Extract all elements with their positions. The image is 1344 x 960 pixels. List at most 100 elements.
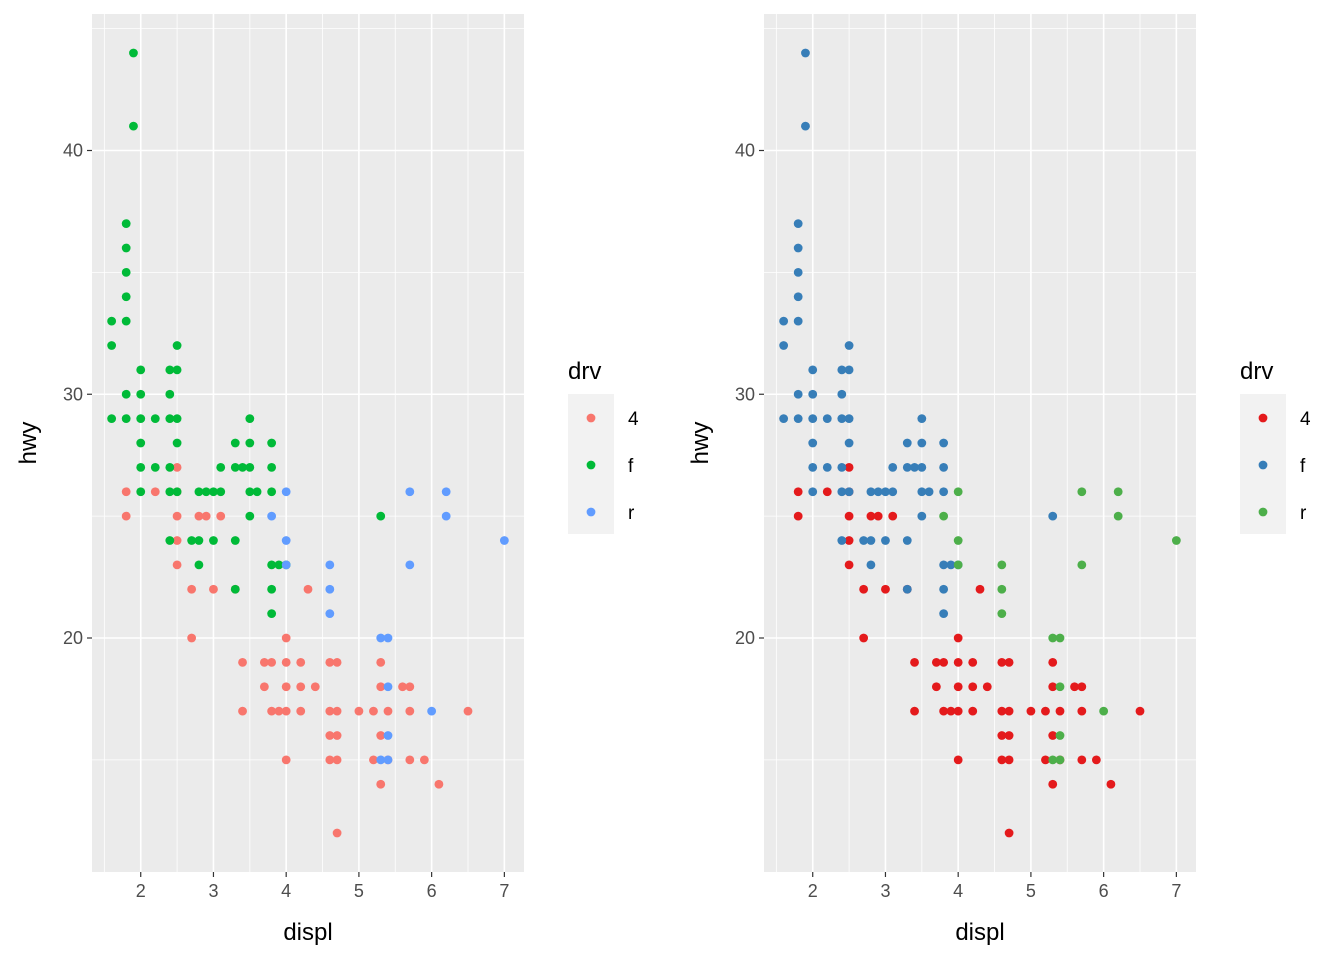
data-point-r	[325, 560, 335, 570]
data-point-f	[837, 389, 847, 399]
data-point-4	[953, 755, 963, 765]
data-point-f	[274, 560, 284, 570]
data-point-f	[216, 462, 226, 472]
data-point-4	[405, 706, 415, 716]
data-point-f	[267, 487, 277, 497]
data-point-f	[808, 438, 818, 448]
y-tick-label: 30	[735, 384, 755, 404]
data-point-f	[866, 487, 876, 497]
data-point-4	[121, 511, 131, 521]
data-point-4	[332, 755, 342, 765]
data-point-f	[902, 438, 912, 448]
data-point-r	[953, 487, 963, 497]
data-point-f	[1048, 511, 1058, 521]
data-point-f	[939, 584, 949, 594]
data-point-f	[238, 462, 247, 472]
data-point-4	[939, 657, 949, 667]
data-point-4	[1004, 657, 1014, 667]
data-point-f	[837, 487, 847, 497]
data-point-4	[1004, 828, 1014, 838]
data-point-f	[121, 316, 131, 326]
data-point-4	[997, 731, 1007, 740]
data-point-f	[267, 560, 277, 570]
data-point-4	[953, 633, 963, 643]
data-point-4	[946, 706, 956, 716]
data-point-f	[808, 389, 818, 399]
data-point-f	[866, 536, 876, 545]
plot-panel	[92, 14, 524, 872]
data-point-f	[939, 438, 949, 448]
data-point-f	[267, 609, 277, 619]
legend-label-r: r	[628, 503, 635, 524]
data-point-4	[383, 706, 393, 716]
data-point-r	[997, 609, 1007, 619]
legend-key-4	[586, 413, 596, 423]
data-point-4	[1077, 755, 1087, 765]
data-point-f	[808, 414, 818, 424]
data-point-4	[172, 536, 182, 545]
data-point-4	[281, 706, 291, 716]
data-point-f	[150, 414, 160, 424]
data-point-4	[931, 682, 941, 692]
data-point-f	[136, 487, 146, 497]
data-point-r	[953, 560, 963, 570]
data-point-4	[376, 682, 386, 692]
data-point-f	[172, 487, 182, 497]
data-point-f	[194, 536, 204, 545]
data-point-r	[427, 706, 437, 716]
data-point-4	[405, 755, 415, 765]
data-point-f	[245, 438, 255, 448]
data-point-r	[383, 755, 393, 765]
x-tick-label: 3	[208, 881, 218, 901]
legend-key-f	[1258, 460, 1268, 470]
data-point-f	[793, 292, 803, 302]
y-tick-label: 40	[735, 141, 755, 161]
data-point-4	[968, 706, 978, 716]
data-point-r	[281, 536, 291, 545]
data-point-f	[165, 365, 175, 375]
data-point-f	[793, 389, 803, 399]
legend: drv 4 f r	[568, 358, 639, 534]
data-point-r	[376, 633, 386, 643]
data-point-r	[325, 609, 335, 619]
y-tick-label: 30	[63, 384, 83, 404]
data-point-f	[129, 48, 138, 58]
data-point-f	[822, 462, 832, 472]
data-point-f	[801, 48, 810, 58]
data-point-f	[844, 438, 854, 448]
data-point-4	[939, 706, 949, 716]
data-point-4	[150, 487, 160, 497]
data-point-r	[383, 731, 393, 740]
data-point-4	[1041, 706, 1050, 716]
x-tick-label: 4	[281, 881, 291, 901]
data-point-4	[1041, 755, 1050, 765]
data-point-4	[1048, 731, 1058, 740]
data-point-r	[1055, 755, 1065, 765]
data-point-f	[902, 462, 912, 472]
data-point-f	[172, 365, 182, 375]
data-point-4	[859, 584, 869, 594]
left-scatter-plot: 2 3 4 5 6 7 20 30 40 displ hwy drv 4 f r	[15, 14, 639, 946]
data-point-4	[463, 706, 473, 716]
data-point-4	[1077, 706, 1087, 716]
data-point-4	[121, 487, 131, 497]
data-point-f	[121, 292, 131, 302]
y-tick-label: 40	[63, 141, 83, 161]
data-point-r	[281, 560, 291, 570]
data-point-4	[1004, 706, 1014, 716]
data-point-4	[259, 682, 269, 692]
data-point-4	[325, 706, 335, 716]
data-point-4	[1048, 682, 1058, 692]
data-point-f	[808, 462, 818, 472]
data-point-f	[917, 414, 927, 424]
data-point-4	[910, 706, 919, 716]
data-point-4	[1026, 706, 1036, 716]
plot-panel	[764, 14, 1196, 872]
data-point-4	[982, 682, 992, 692]
data-point-f	[230, 536, 240, 545]
x-tick-label: 5	[1026, 881, 1036, 901]
legend: drv 4 f r	[1240, 358, 1311, 534]
data-point-f	[917, 462, 927, 472]
data-point-4	[975, 584, 985, 594]
